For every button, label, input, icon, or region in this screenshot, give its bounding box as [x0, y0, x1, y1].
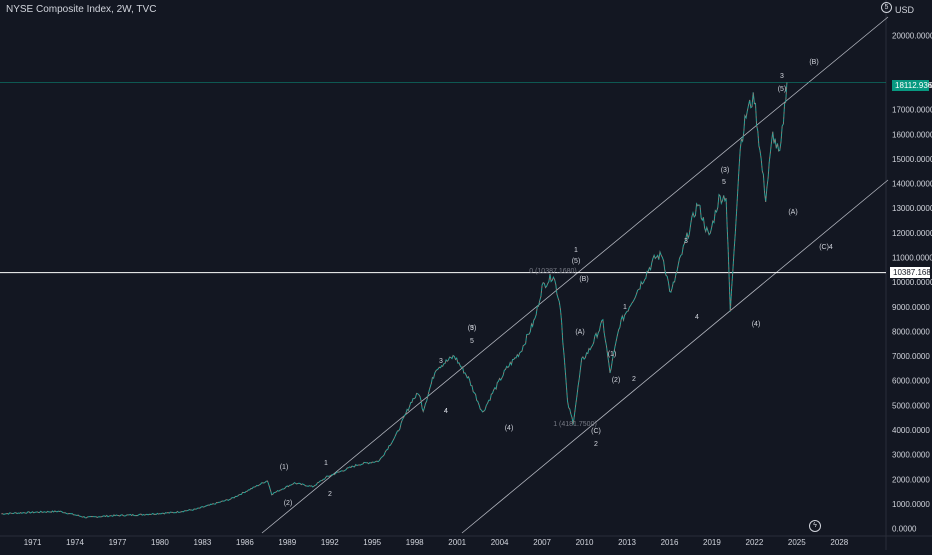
x-tick-label: 2025 [788, 538, 806, 547]
y-tick-label: 8000.0000 [892, 328, 930, 337]
y-tick-label: 10000.0000 [892, 278, 932, 287]
x-tick-label: 1974 [66, 538, 84, 547]
wave-label: 3 [780, 73, 784, 80]
wave-label: 5 [722, 179, 726, 186]
currency-label[interactable]: USD [895, 5, 915, 15]
wave-label: (5) [778, 86, 787, 93]
wave-label: (5) [572, 258, 581, 265]
y-tick-label: 15000.0000 [892, 155, 932, 164]
y-tick-label: 6000.0000 [892, 377, 930, 386]
wave-label: (B) [579, 276, 588, 283]
x-tick-label: 2010 [576, 538, 594, 547]
x-tick-label: 1980 [151, 538, 169, 547]
x-tick-label: 2013 [618, 538, 636, 547]
x-tick-label: 2007 [533, 538, 551, 547]
wave-label: 1 [574, 247, 578, 254]
y-tick-label: 12000.0000 [892, 229, 932, 238]
wave-label: 3 [684, 238, 688, 245]
x-tick-label: 1992 [321, 538, 339, 547]
x-tick-label: 2022 [746, 538, 764, 547]
lightning-icon[interactable]: ϟ [809, 520, 821, 532]
wave-label: 5 [470, 325, 474, 332]
y-tick-label: 2000.0000 [892, 475, 930, 484]
wave-label: 2 [632, 376, 636, 383]
wave-label: 4 [444, 408, 448, 415]
wave-label: 4 [444, 408, 448, 415]
x-tick-label: 2016 [661, 538, 679, 547]
wave-label: (A) [788, 209, 797, 216]
wave-label: (4) [505, 425, 514, 432]
wave-label: (2) [612, 377, 621, 384]
wave-label: (1) [280, 464, 289, 471]
price-series-line [1, 82, 788, 519]
x-tick-label: 1998 [406, 538, 424, 547]
wave-label: (3) [468, 325, 477, 332]
wave-label: (C)4 [819, 244, 833, 251]
wave-label: (1) [608, 351, 617, 358]
y-tick-label: 20000.0000 [892, 32, 932, 41]
level-price-tag: 10387.1680 [890, 267, 932, 278]
wave-label: 1 [324, 460, 328, 467]
x-tick-label: 2001 [448, 538, 466, 547]
wave-label: (C) [591, 428, 601, 435]
y-tick-label: 4000.0000 [892, 426, 930, 435]
wave-label: 1 [623, 304, 627, 311]
y-tick-label: 3000.0000 [892, 451, 930, 460]
y-tick-label: 0.0000 [892, 525, 917, 534]
wave-label: 2 [328, 491, 332, 498]
wave-label: 2 [594, 441, 598, 448]
chart-title: NYSE Composite Index, 2W, TVC [6, 4, 157, 15]
y-tick-label: 5000.0000 [892, 401, 930, 410]
wave-label: (3) [721, 167, 730, 174]
wave-label: (4) [752, 321, 761, 328]
y-tick-label: 1000.0000 [892, 500, 930, 509]
x-tick-label: 2019 [703, 538, 721, 547]
x-tick-label: 1983 [194, 538, 212, 547]
x-tick-label: 2028 [830, 538, 848, 547]
y-tick-label: 16000.0000 [892, 130, 932, 139]
wave-label: (2) [284, 500, 293, 507]
x-tick-label: 1989 [278, 538, 296, 547]
upper-channel-line [261, 16, 889, 534]
current-price-tag: 18112.9360 [892, 80, 932, 91]
x-tick-label: 1977 [109, 538, 127, 547]
x-tick-label: 1971 [24, 538, 42, 547]
y-tick-label: 11000.0000 [892, 254, 932, 263]
wave-label: (A) [575, 329, 584, 336]
lower-channel-line [461, 179, 889, 534]
price-series-down-bars [1, 82, 788, 519]
y-tick-label: 13000.0000 [892, 204, 932, 213]
y-tick-label: 7000.0000 [892, 352, 930, 361]
y-tick-label: 17000.0000 [892, 106, 932, 115]
wave-label: 3 [439, 358, 443, 365]
y-tick-label: 14000.0000 [892, 180, 932, 189]
x-tick-label: 1995 [363, 538, 381, 547]
wave-label: 4 [695, 314, 699, 321]
x-tick-label: 1986 [236, 538, 254, 547]
wave-label: 1 (4181.7500) [553, 421, 597, 428]
wave-label: (B) [809, 59, 818, 66]
x-tick-label: 2004 [491, 538, 509, 547]
wave-5-circle-marker: 5 [881, 2, 892, 13]
wave-label: 5 [470, 338, 474, 345]
wave-label: 0 (10387.1680) [529, 268, 576, 275]
y-tick-label: 9000.0000 [892, 303, 930, 312]
